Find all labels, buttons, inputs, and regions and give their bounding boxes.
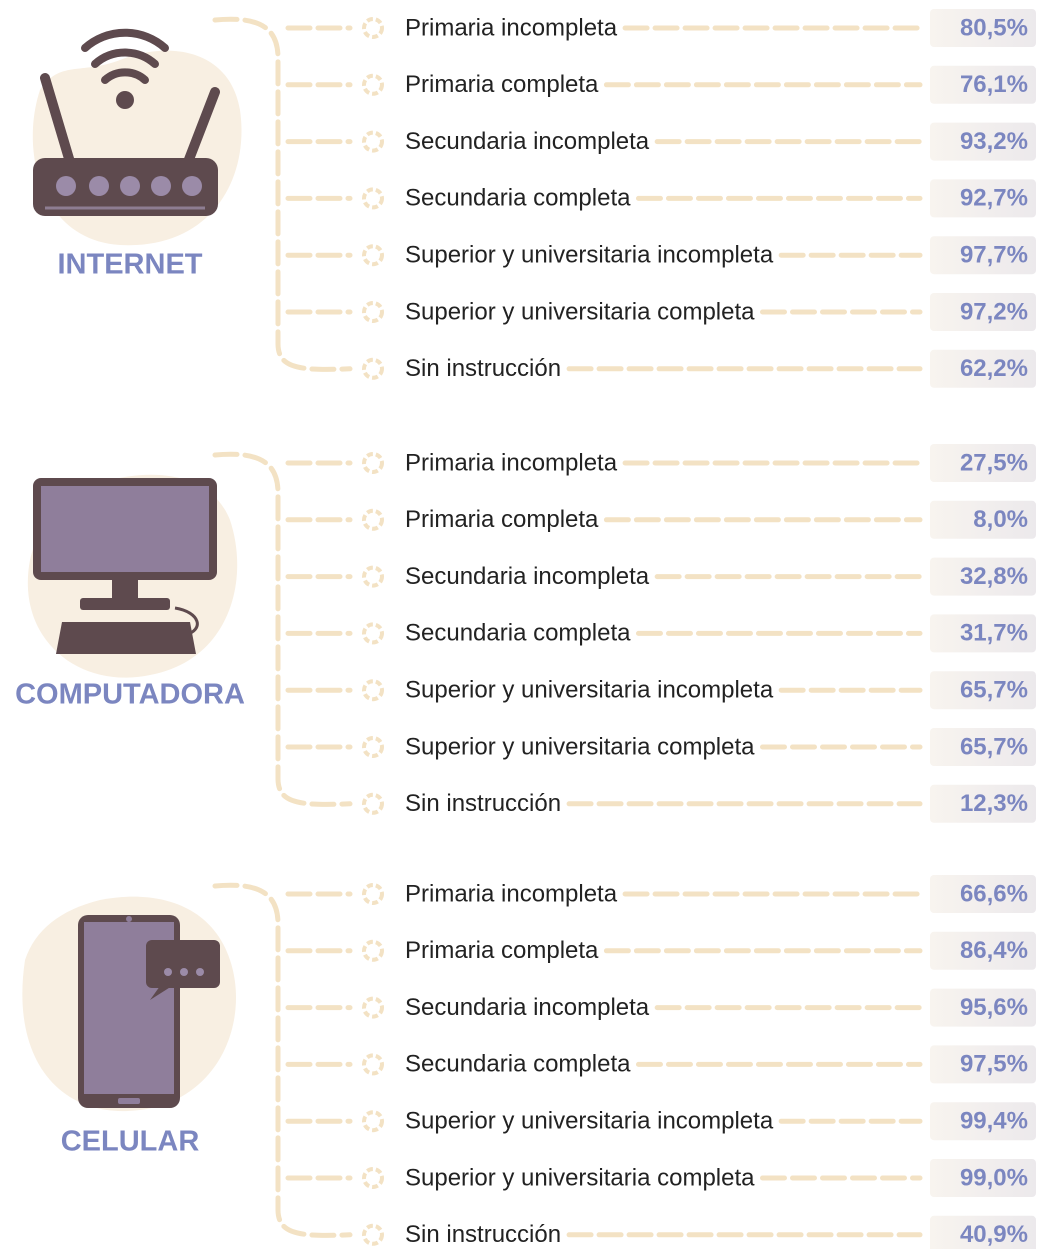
item-label: Sin instrucción bbox=[405, 1221, 561, 1248]
group-title: INTERNET bbox=[58, 249, 203, 281]
bullet bbox=[364, 568, 382, 586]
bullet bbox=[364, 1226, 382, 1244]
bracket bbox=[215, 885, 350, 1235]
bullet bbox=[364, 1112, 382, 1130]
bullet bbox=[364, 511, 382, 529]
bullet bbox=[364, 246, 382, 264]
item-value: 99,4% bbox=[960, 1108, 1028, 1135]
item-value: 32,8% bbox=[960, 563, 1028, 590]
item-label: Secundaria incompleta bbox=[405, 563, 650, 590]
bullet bbox=[364, 76, 382, 94]
item-value: 97,2% bbox=[960, 298, 1028, 325]
item-label: Primaria incompleta bbox=[405, 449, 618, 476]
item-value: 86,4% bbox=[960, 937, 1028, 964]
bullet bbox=[364, 133, 382, 151]
bullet bbox=[364, 303, 382, 321]
item-value: 66,6% bbox=[960, 880, 1028, 907]
bullet bbox=[364, 681, 382, 699]
item-label: Secundaria completa bbox=[405, 1051, 631, 1078]
item-label: Secundaria incompleta bbox=[405, 994, 650, 1021]
router-icon bbox=[33, 33, 242, 246]
item-label: Secundaria completa bbox=[405, 620, 631, 647]
bracket bbox=[215, 454, 350, 804]
item-label: Secundaria incompleta bbox=[405, 128, 650, 155]
bullet bbox=[364, 1055, 382, 1073]
item-label: Primaria incompleta bbox=[405, 14, 618, 41]
group-title: COMPUTADORA bbox=[15, 679, 245, 711]
item-value: 8,0% bbox=[973, 506, 1028, 533]
item-value: 99,0% bbox=[960, 1164, 1028, 1191]
bullet bbox=[364, 738, 382, 756]
bracket bbox=[215, 19, 350, 369]
bullet bbox=[364, 189, 382, 207]
item-value: 92,7% bbox=[960, 185, 1028, 212]
item-value: 12,3% bbox=[960, 790, 1028, 817]
computer-icon bbox=[28, 475, 237, 678]
item-value: 76,1% bbox=[960, 71, 1028, 98]
item-label: Superior y universitaria completa bbox=[405, 733, 755, 760]
item-value: 62,2% bbox=[960, 355, 1028, 382]
item-value: 27,5% bbox=[960, 449, 1028, 476]
item-value: 93,2% bbox=[960, 128, 1028, 155]
group-title: CELULAR bbox=[61, 1126, 200, 1158]
item-value: 65,7% bbox=[960, 677, 1028, 704]
bullet bbox=[364, 624, 382, 642]
bullet bbox=[364, 999, 382, 1017]
item-value: 65,7% bbox=[960, 733, 1028, 760]
item-label: Secundaria completa bbox=[405, 185, 631, 212]
bullet bbox=[364, 19, 382, 37]
item-value: 80,5% bbox=[960, 14, 1028, 41]
item-label: Superior y universitaria completa bbox=[405, 298, 755, 325]
item-value: 40,9% bbox=[960, 1221, 1028, 1248]
item-label: Superior y universitaria incompleta bbox=[405, 242, 774, 269]
bullet bbox=[364, 1169, 382, 1187]
item-value: 31,7% bbox=[960, 620, 1028, 647]
item-label: Sin instrucción bbox=[405, 355, 561, 382]
item-value: 97,7% bbox=[960, 242, 1028, 269]
phone-icon bbox=[22, 897, 236, 1111]
bullet bbox=[364, 942, 382, 960]
item-value: 95,6% bbox=[960, 994, 1028, 1021]
item-label: Primaria completa bbox=[405, 937, 599, 964]
item-label: Primaria incompleta bbox=[405, 880, 618, 907]
item-label: Superior y universitaria incompleta bbox=[405, 677, 774, 704]
item-label: Superior y universitaria incompleta bbox=[405, 1108, 774, 1135]
bullet bbox=[364, 885, 382, 903]
item-label: Primaria completa bbox=[405, 71, 599, 98]
bullet bbox=[364, 454, 382, 472]
item-label: Primaria completa bbox=[405, 506, 599, 533]
infographic: INTERNET COMPUTADORA CELULAR Primaria in… bbox=[0, 0, 1042, 1249]
item-label: Sin instrucción bbox=[405, 790, 561, 817]
bullet bbox=[364, 360, 382, 378]
item-value: 97,5% bbox=[960, 1051, 1028, 1078]
item-label: Superior y universitaria completa bbox=[405, 1164, 755, 1191]
bullet bbox=[364, 795, 382, 813]
